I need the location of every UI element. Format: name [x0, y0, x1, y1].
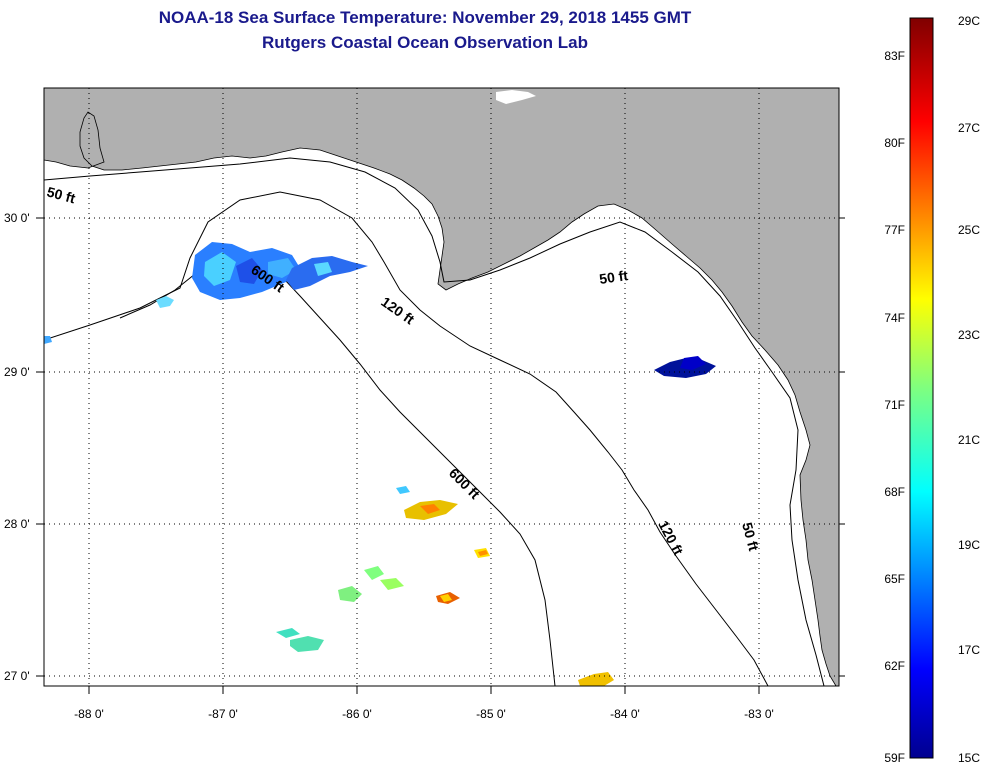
- colorbar-label-19c: 19C: [958, 538, 980, 552]
- lat-label-27: 27 0': [4, 669, 30, 683]
- colorbar-label-23c: 23C: [958, 328, 980, 342]
- colorbar: [909, 17, 934, 759]
- lon-label-85: -85 0': [476, 707, 506, 721]
- colorbar-label-83f: 83F: [884, 49, 905, 63]
- colorbar-label-77f: 77F: [884, 223, 905, 237]
- contour-label-50ft-east: 50 ft: [598, 267, 629, 287]
- inland-lake: [496, 90, 536, 104]
- contour-label-50ft-south: 50 ft: [739, 521, 762, 553]
- colorbar-label-65f: 65F: [884, 572, 905, 586]
- colorbar-label-21c: 21C: [958, 433, 980, 447]
- colorbar-c-labels: 29C 27C 25C 23C 21C 19C 17C 15C: [958, 14, 980, 765]
- lon-label-87: -87 0': [208, 707, 238, 721]
- colorbar-label-27c: 27C: [958, 121, 980, 135]
- lat-label-30: 30 0': [4, 211, 30, 225]
- colorbar-label-25c: 25C: [958, 223, 980, 237]
- colorbar-label-17c: 17C: [958, 643, 980, 657]
- lat-label-28: 28 0': [4, 517, 30, 531]
- colorbar-label-74f: 74F: [884, 311, 905, 325]
- map-frame: [43, 87, 840, 687]
- colorbar-f-labels: 83F 80F 77F 74F 71F 68F 65F 62F 59F: [884, 49, 905, 765]
- lat-label-29: 29 0': [4, 365, 30, 379]
- contour-120ft: [44, 191, 769, 686]
- colorbar-label-68f: 68F: [884, 485, 905, 499]
- contour-50ft: [44, 157, 825, 686]
- land-mass: [44, 88, 839, 686]
- contour-label-50ft-west: 50 ft: [45, 183, 77, 206]
- colorbar-label-62f: 62F: [884, 659, 905, 673]
- lon-label-84: -84 0': [610, 707, 640, 721]
- colorbar-label-59f: 59F: [884, 751, 905, 765]
- colorbar-label-29c: 29C: [958, 14, 980, 28]
- colorbar-label-15c: 15C: [958, 751, 980, 765]
- colorbar-label-71f: 71F: [884, 398, 905, 412]
- sst-patches: [44, 242, 716, 686]
- map-subtitle: Rutgers Coastal Ocean Observation Lab: [262, 33, 588, 52]
- map-title: NOAA-18 Sea Surface Temperature: Novembe…: [158, 8, 692, 27]
- lon-label-86: -86 0': [342, 707, 372, 721]
- colorbar-label-80f: 80F: [884, 136, 905, 150]
- lon-label-88: -88 0': [74, 707, 104, 721]
- lon-label-83: -83 0': [744, 707, 774, 721]
- tick-marks: [36, 217, 845, 694]
